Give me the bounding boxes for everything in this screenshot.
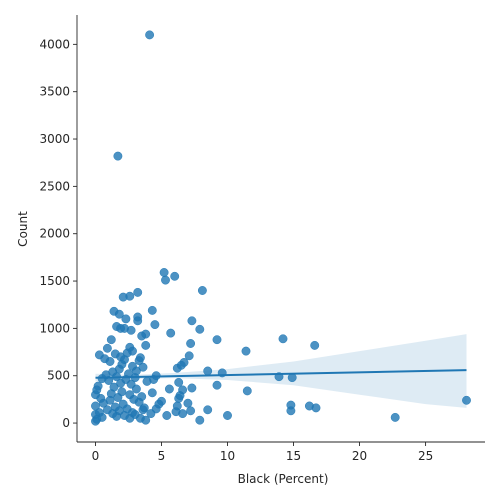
data-point bbox=[147, 305, 157, 315]
data-point bbox=[164, 384, 174, 394]
x-tick-label: 20 bbox=[352, 449, 367, 463]
data-point bbox=[242, 386, 252, 396]
data-point bbox=[133, 316, 143, 326]
y-tick-label: 3000 bbox=[39, 132, 70, 146]
confidence-band bbox=[95, 334, 467, 408]
data-point bbox=[145, 30, 155, 40]
x-tick-label: 10 bbox=[220, 449, 235, 463]
data-point bbox=[147, 388, 157, 398]
data-point bbox=[137, 331, 147, 341]
data-point bbox=[310, 340, 320, 350]
ci-band bbox=[95, 334, 467, 408]
data-point bbox=[131, 384, 141, 394]
data-point bbox=[212, 380, 222, 390]
axes: 0 5 10 15 20 25 0 500 1000 1500 2000 2500 3000 3500 40… bbox=[39, 15, 485, 463]
data-point bbox=[134, 397, 144, 407]
data-point bbox=[178, 409, 188, 419]
data-point bbox=[112, 411, 122, 421]
data-point bbox=[195, 324, 205, 334]
y-tick-label: 3500 bbox=[39, 85, 70, 99]
data-point bbox=[172, 363, 182, 373]
x-tick-label: 5 bbox=[158, 449, 166, 463]
y-tick-label: 0 bbox=[62, 416, 70, 430]
data-point bbox=[212, 335, 222, 345]
y-tick-label: 1000 bbox=[39, 321, 70, 335]
data-point bbox=[106, 335, 116, 345]
y-tick-label: 2500 bbox=[39, 179, 70, 193]
y-tick-label: 4000 bbox=[39, 37, 70, 51]
data-point bbox=[183, 398, 193, 408]
data-point bbox=[170, 271, 180, 281]
data-point bbox=[186, 339, 196, 348]
data-point bbox=[241, 346, 251, 356]
data-point bbox=[116, 378, 126, 388]
fit-line bbox=[95, 369, 467, 379]
data-point bbox=[138, 362, 148, 372]
data-point bbox=[91, 416, 100, 426]
data-point bbox=[390, 412, 400, 422]
data-point bbox=[113, 151, 123, 161]
x-tick-label: 25 bbox=[418, 449, 433, 463]
y-tick-label: 500 bbox=[47, 369, 70, 383]
data-point bbox=[184, 351, 194, 361]
data-point bbox=[223, 411, 232, 420]
data-point bbox=[141, 340, 151, 350]
regression-line bbox=[95, 369, 467, 379]
data-point bbox=[286, 406, 296, 416]
data-point bbox=[121, 314, 131, 324]
data-point bbox=[105, 357, 115, 366]
x-tick-label: 15 bbox=[286, 449, 301, 463]
y-tick-label: 1500 bbox=[39, 274, 70, 288]
y-tick-label: 2000 bbox=[39, 227, 70, 241]
data-point bbox=[126, 325, 136, 335]
data-point bbox=[134, 356, 144, 366]
data-point bbox=[186, 406, 196, 416]
data-point bbox=[166, 328, 176, 338]
data-point bbox=[102, 343, 112, 353]
data-point bbox=[141, 415, 151, 425]
x-tick-label: 0 bbox=[92, 449, 100, 463]
data-point bbox=[98, 398, 108, 408]
data-point bbox=[174, 377, 184, 387]
data-point bbox=[174, 393, 184, 403]
data-point bbox=[146, 409, 156, 419]
y-axis-label: Count bbox=[16, 211, 30, 247]
data-point bbox=[133, 287, 143, 297]
data-point bbox=[197, 286, 207, 295]
data-point bbox=[203, 405, 213, 415]
x-axis-label: Black (Percent) bbox=[238, 472, 329, 486]
data-points bbox=[91, 30, 471, 426]
data-point bbox=[187, 383, 197, 393]
data-point bbox=[118, 292, 128, 302]
data-point bbox=[142, 376, 152, 386]
data-point bbox=[125, 413, 135, 423]
data-point bbox=[311, 403, 321, 413]
data-point bbox=[114, 309, 124, 319]
data-point bbox=[195, 415, 205, 425]
data-point bbox=[138, 405, 148, 415]
data-point bbox=[150, 320, 160, 330]
data-point bbox=[278, 334, 288, 344]
data-point bbox=[159, 268, 169, 277]
data-point bbox=[187, 316, 197, 326]
data-point bbox=[203, 366, 213, 376]
data-point bbox=[113, 393, 123, 402]
data-point bbox=[162, 411, 172, 420]
data-point bbox=[161, 275, 170, 285]
data-point bbox=[462, 395, 471, 405]
